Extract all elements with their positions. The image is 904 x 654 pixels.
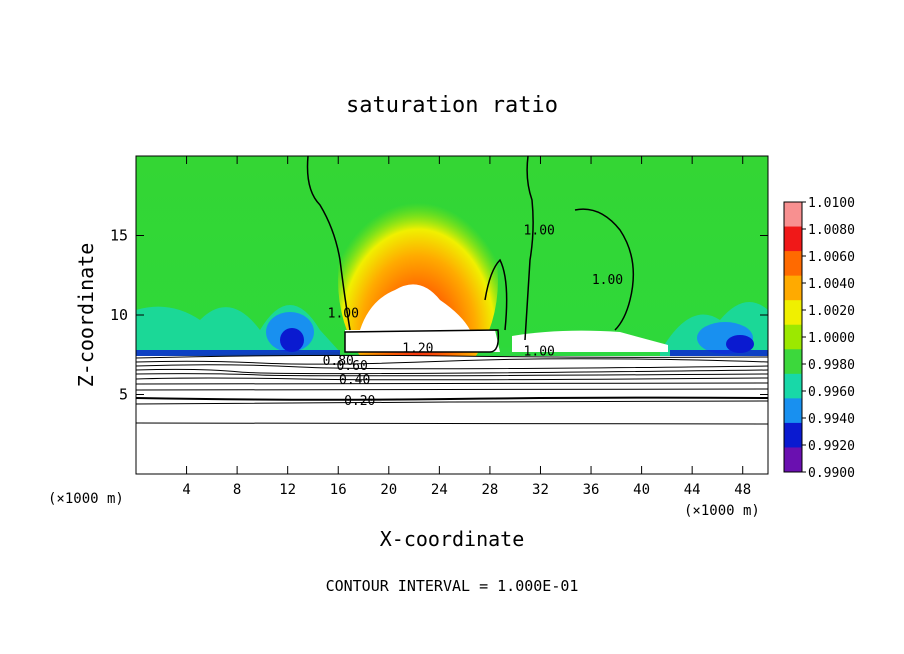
x-tick-label: 12 — [279, 482, 296, 498]
min-ratio-core-right — [726, 335, 754, 353]
colorbar-segment — [784, 398, 802, 424]
x-tick-label: 8 — [233, 482, 241, 498]
colorbar: 1.0100 1.0080 1.0060 1.0040 1.0020 1.0000 0.99… — [783, 196, 855, 481]
contour-label: 0.40 — [339, 373, 370, 388]
x-axis-unit-left: (×1000 m) — [48, 491, 124, 507]
x-tick-label: 48 — [734, 482, 751, 498]
colorbar-segment — [784, 275, 802, 301]
colorbar-tick-label: 1.0080 — [808, 223, 855, 238]
contour-label: 0.80 — [323, 354, 354, 369]
x-tick-label: 40 — [633, 482, 650, 498]
x-axis-unit-right: (×1000 m) — [684, 503, 760, 519]
plot-area — [136, 156, 768, 474]
x-tick-label: 20 — [380, 482, 397, 498]
colorbar-segment — [784, 324, 802, 350]
contour-lines — [136, 156, 768, 425]
min-ratio-core-left — [280, 328, 304, 352]
y-axis-title: Z-coordinate — [74, 243, 98, 388]
colorbar-segment — [784, 349, 802, 375]
contour-label: 0.20 — [344, 394, 375, 409]
x-tick-label: 36 — [583, 482, 600, 498]
y-tick-label: 15 — [110, 227, 128, 245]
y-axis-ticks: 5 10 15 — [110, 227, 768, 404]
colorbar-tick-label: 0.9900 — [808, 466, 855, 481]
colorbar-segment — [784, 300, 802, 326]
colorbar-tick-label: 1.0040 — [808, 277, 855, 292]
y-tick-label: 10 — [110, 306, 128, 324]
contour-label-group: 1.20 1.00 1.00 1.00 1.00 0.800.600.40 0.20 — [323, 224, 624, 409]
colorbar-segment — [784, 422, 802, 448]
x-tick-label: 4 — [182, 482, 190, 498]
colorbar-segment — [784, 373, 802, 399]
contour-label: 1.00 — [524, 224, 555, 239]
x-tick-label: 32 — [532, 482, 549, 498]
x-axis-ticks: 4 8 12 16 20 24 28 32 36 40 44 48 — [182, 156, 751, 498]
colorbar-tick-label: 0.9960 — [808, 385, 855, 400]
colorbar-tick-label: 1.0100 — [808, 196, 855, 211]
x-tick-label: 44 — [684, 482, 701, 498]
colorbar-tick-label: 0.9920 — [808, 439, 855, 454]
contour-label: 1.00 — [328, 306, 359, 321]
contour-label: 1.20 — [402, 341, 433, 356]
contour-label: 1.00 — [592, 273, 623, 288]
y-tick-label: 5 — [119, 386, 128, 404]
min-ratio-strip-right — [670, 350, 768, 357]
x-tick-label: 28 — [481, 482, 498, 498]
x-tick-label: 24 — [431, 482, 448, 498]
colorbar-tick-label: 1.0000 — [808, 331, 855, 346]
colorbar-tick-label: 1.0020 — [808, 304, 855, 319]
chart-title: saturation ratio — [346, 93, 558, 118]
contour-label: 1.00 — [524, 345, 555, 360]
contour-label: 0.60 — [336, 359, 367, 374]
cloud-core — [360, 284, 470, 330]
cloud-band-right — [512, 330, 668, 352]
cloud-band-left — [345, 330, 500, 352]
contour-interval-note: CONTOUR INTERVAL = 1.000E-01 — [326, 577, 579, 595]
colorbar-segment — [784, 202, 802, 228]
colorbar-segment — [784, 226, 802, 252]
colorbar-tick-label: 0.9980 — [808, 358, 855, 373]
colorbar-segment — [784, 251, 802, 277]
colorbar-tick-label: 1.0060 — [808, 250, 855, 265]
x-axis-title: X-coordinate — [380, 527, 525, 551]
colorbar-tick-label: 0.9940 — [808, 412, 855, 427]
colorbar-segment — [784, 447, 802, 473]
x-tick-label: 16 — [330, 482, 347, 498]
